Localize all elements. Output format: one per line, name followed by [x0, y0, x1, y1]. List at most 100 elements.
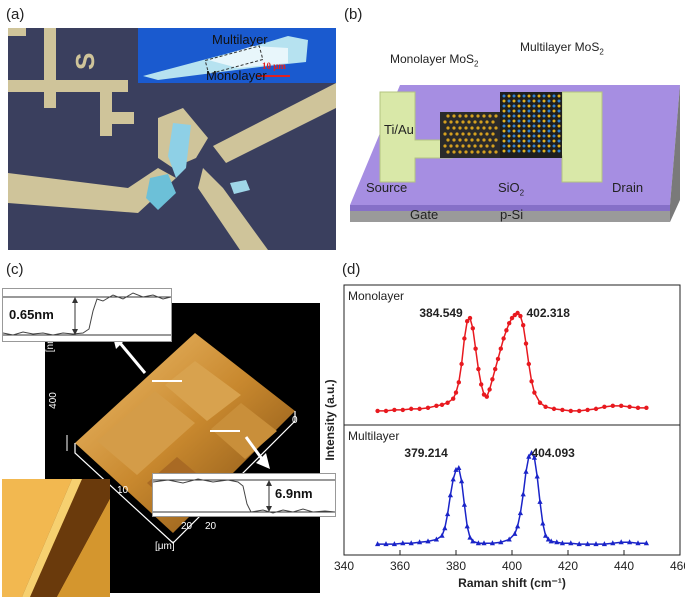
multilayer-atom: [542, 104, 546, 108]
multilayer-atom: [532, 124, 536, 128]
monolayer-atom: [482, 150, 486, 154]
multilayer-atom: [537, 99, 541, 103]
monolayer-atom: [467, 144, 471, 148]
multilayer-atom: [517, 99, 521, 103]
data-point: [487, 387, 492, 392]
multilayer-atom: [517, 149, 521, 153]
flake-2: [165, 361, 241, 421]
data-point: [540, 520, 546, 526]
multilayer-atom: [557, 139, 561, 143]
data-point: [537, 400, 543, 405]
data-point: [529, 379, 534, 384]
panel-a-label: (a): [6, 6, 25, 23]
data-point: [559, 540, 565, 546]
monolayer-atom: [455, 144, 459, 148]
multilayer-atom: [512, 129, 516, 133]
multilayer-atom: [527, 124, 531, 128]
data-point: [585, 407, 590, 413]
multilayer-atom: [517, 134, 521, 138]
step-height-2: 6.9nm: [275, 486, 313, 501]
monolayer-atom: [464, 138, 468, 142]
multilayer-atom: [532, 99, 536, 103]
data-point: [643, 540, 649, 546]
data-point: [523, 341, 529, 346]
afm-zoom-inset: [2, 479, 110, 597]
monolayer-atom: [452, 138, 456, 142]
data-point: [459, 478, 465, 484]
data-point: [618, 539, 624, 545]
peak-label: 402.318: [526, 306, 570, 320]
monolayer-atom: [491, 132, 495, 136]
x-tick-label: 360: [390, 559, 410, 573]
multilayer-atom: [512, 149, 516, 153]
data-point: [521, 323, 526, 328]
multilayer-atom: [517, 119, 521, 123]
monolayer-atom: [461, 120, 465, 124]
multilayer-atom: [502, 109, 506, 113]
panel-b-label: (b): [344, 6, 363, 23]
panel-d: (d) 340 360 380 400 420 440 460 Raman shift (cm…: [320, 255, 685, 602]
multilayer-atom: [517, 109, 521, 113]
multilayer-atom: [537, 134, 541, 138]
data-point: [635, 540, 641, 546]
data-point: [479, 382, 484, 387]
monolayer-atom: [476, 114, 480, 118]
multilayer-atom: [522, 104, 526, 108]
monolayer-atom: [467, 132, 471, 136]
drain-label: Drain: [612, 180, 644, 195]
multilayer-atom: [512, 139, 516, 143]
data-point: [518, 313, 523, 319]
multilayer-atom: [557, 114, 561, 118]
data-point: [498, 539, 504, 545]
axis-um-label: [μm]: [155, 541, 175, 552]
data-point: [459, 361, 464, 367]
multilayer-atom: [547, 149, 551, 153]
multilayer-atom: [557, 109, 561, 113]
data-point: [610, 403, 615, 409]
multilayer-atom: [537, 124, 541, 128]
multilayer-atom: [537, 94, 541, 98]
multilayer-atom: [517, 104, 521, 108]
monolayer-atom: [458, 138, 462, 142]
monolayer-atom: [491, 120, 495, 124]
data-point: [476, 366, 481, 372]
multilayer-atom: [532, 134, 536, 138]
monolayer-atom: [446, 138, 450, 142]
peak-label: 384.549: [419, 306, 463, 320]
multilayer-atom: [532, 109, 536, 113]
multilayer-atom: [527, 144, 531, 148]
multilayer-atom: [502, 114, 506, 118]
multilayer-atom: [547, 109, 551, 113]
data-point: [461, 501, 467, 507]
multilayer-atom: [542, 109, 546, 113]
multilayer-atom: [522, 139, 526, 143]
data-point: [462, 336, 467, 341]
data-point: [515, 310, 520, 316]
monolayer-atom: [470, 150, 474, 154]
data-point: [473, 346, 478, 351]
multilayer-atom: [537, 104, 541, 108]
height-profile-2: 6.9nm: [152, 473, 336, 517]
multilayer-atom: [522, 94, 526, 98]
gate-label: Gate: [410, 207, 439, 222]
multilayer-atom: [552, 104, 556, 108]
multilayer-atom: [557, 94, 561, 98]
data-point: [493, 366, 498, 372]
peak-label: 379.214: [404, 446, 448, 460]
data-point: [576, 541, 582, 547]
multilayer-atom: [507, 109, 511, 113]
data-point: [450, 476, 456, 482]
multilayer-atom: [512, 109, 516, 113]
data-point: [512, 530, 518, 536]
data-point: [593, 541, 599, 547]
data-point: [515, 523, 521, 529]
monolayer-atom: [467, 120, 471, 124]
monolayer-atom: [488, 138, 492, 142]
multilayer-atom: [542, 149, 546, 153]
data-point: [434, 403, 439, 409]
multilayer-atom: [502, 144, 506, 148]
data-point: [548, 538, 554, 544]
data-point: [543, 404, 548, 410]
data-point: [409, 406, 414, 412]
multilayer-atom: [537, 144, 541, 148]
